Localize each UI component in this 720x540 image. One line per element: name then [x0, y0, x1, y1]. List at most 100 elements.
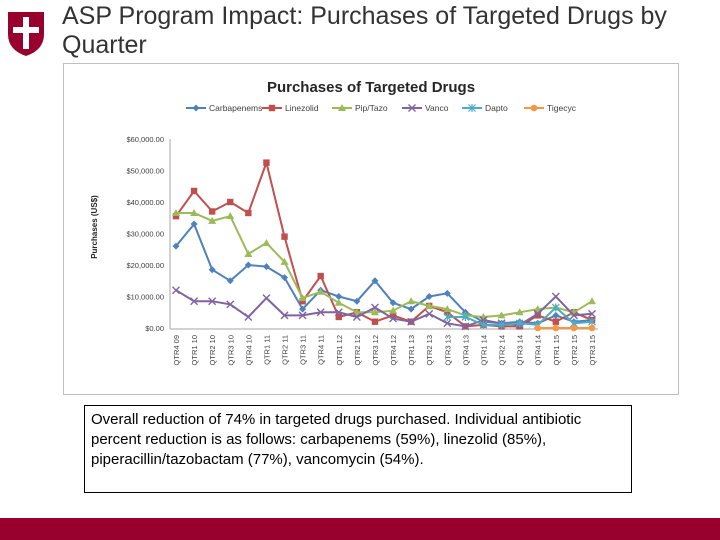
data-point: [262, 263, 270, 271]
x-tick-label: QTR3 12: [371, 335, 380, 365]
data-point: [444, 309, 451, 316]
legend-label: Tigecyc: [547, 103, 577, 113]
data-point: [370, 308, 379, 316]
data-point: [533, 309, 542, 318]
legend-marker: [530, 104, 538, 112]
x-tick-label: QTR3 15: [588, 335, 597, 365]
chart-container: Purchases of Targeted Drugs Carbapenems L…: [63, 63, 679, 395]
data-point: [172, 286, 180, 295]
data-point: [407, 297, 416, 305]
data-point: [280, 311, 289, 320]
data-point: [425, 301, 434, 309]
data-point: [190, 209, 199, 217]
data-point: [569, 311, 578, 320]
y-tick-label: $0.00: [145, 324, 164, 333]
legend-item: Vanco: [402, 103, 449, 113]
data-point: [244, 249, 253, 257]
y-axis-label: Purchases (US$): [90, 195, 99, 259]
data-point: [190, 297, 199, 306]
data-point: [299, 298, 306, 305]
data-point: [389, 299, 397, 307]
series-pip-tazo: [172, 209, 596, 320]
x-tick-label: QTR1 15: [552, 335, 561, 365]
legend-label: Vanco: [425, 103, 449, 113]
x-tick-label: QTR2 13: [425, 335, 434, 365]
data-point: [552, 324, 560, 332]
data-point: [190, 187, 198, 195]
data-point: [316, 308, 325, 317]
x-tick-label: QTR1 13: [407, 335, 416, 365]
x-tick-label: QTR3 10: [226, 335, 235, 365]
y-tick-label: $30,000.00: [126, 230, 164, 239]
legend-marker: [192, 104, 200, 112]
legend-marker: [268, 104, 276, 112]
series-line: [175, 222, 593, 325]
series-linezolid: [172, 159, 596, 330]
data-point: [335, 293, 343, 300]
data-point: [461, 322, 470, 331]
x-tick-label: QTR4 14: [534, 335, 543, 365]
data-point: [443, 319, 452, 328]
summary-text: Overall reduction of 74% in targeted dru…: [91, 411, 582, 468]
data-point: [208, 208, 216, 215]
legend-label: Pip/Tazo: [355, 103, 388, 113]
data-point: [208, 216, 217, 224]
data-point: [588, 309, 596, 318]
data-point: [551, 292, 560, 301]
data-point: [262, 238, 271, 246]
data-point: [244, 312, 253, 321]
x-tick-label: QTR3 14: [516, 335, 525, 365]
y-axis: $0.00 $10,000.00 $20,000.00 $30,000.00 $40,0…: [126, 135, 171, 333]
data-point: [443, 305, 452, 313]
x-tick-label: QTR4 13: [461, 335, 470, 365]
data-point: [208, 297, 217, 306]
chart-title: Purchases of Targeted Drugs: [267, 79, 475, 96]
data-point: [226, 277, 234, 285]
data-point: [352, 312, 361, 321]
data-point: [497, 311, 506, 319]
data-point: [226, 300, 235, 309]
data-point: [497, 320, 506, 329]
data-point: [371, 277, 379, 285]
data-point: [389, 306, 398, 314]
x-axis: QTR4 09 QTR1 10 QTR2 10 QTR3 10 QTR4 10 QTR1 …: [170, 328, 598, 365]
data-point: [334, 308, 343, 317]
legend-item: Carbapenems: [186, 103, 262, 113]
legend-item: Pip/Tazo: [332, 103, 388, 113]
legend-marker: [468, 104, 476, 112]
data-point: [389, 314, 398, 323]
data-point: [190, 220, 198, 228]
legend-label: Dapto: [485, 103, 508, 113]
data-point: [552, 318, 560, 325]
x-tick-label: QTR2 14: [498, 335, 507, 365]
data-point: [335, 313, 342, 321]
x-tick-label: QTR1 14: [479, 335, 488, 365]
data-point: [208, 266, 216, 274]
data-point: [298, 294, 307, 302]
legend-item: Tigecyc: [524, 103, 577, 113]
chart-legend: Carbapenems Linezolid Pip/Tazo Vanco Dapto Ti…: [186, 103, 577, 113]
x-tick-label: QTR2 11: [281, 335, 290, 365]
data-point: [551, 303, 560, 312]
legend-label: Carbapenems: [209, 103, 262, 113]
y-tick-label: $20,000.00: [126, 261, 164, 270]
data-point: [425, 293, 433, 300]
data-point: [352, 308, 361, 316]
data-point: [407, 317, 416, 326]
data-point: [172, 209, 180, 217]
slide-title: ASP Program Impact: Purchases of Targete…: [62, 2, 667, 59]
x-tick-label: QTR4 11: [317, 335, 326, 365]
data-point: [534, 312, 541, 319]
data-point: [371, 318, 379, 325]
series-line: [176, 212, 593, 319]
university-shield-logo: [8, 12, 44, 56]
data-point: [588, 297, 596, 305]
legend-marker: [338, 104, 346, 111]
summary-callout: Overall reduction of 74% in targeted dru…: [84, 405, 632, 493]
data-point: [298, 311, 307, 320]
data-point: [280, 257, 289, 265]
data-point: [534, 324, 542, 332]
x-tick-label: QTR4 10: [244, 335, 253, 365]
data-point: [281, 274, 289, 282]
y-tick-label: $60,000.00: [126, 135, 164, 144]
